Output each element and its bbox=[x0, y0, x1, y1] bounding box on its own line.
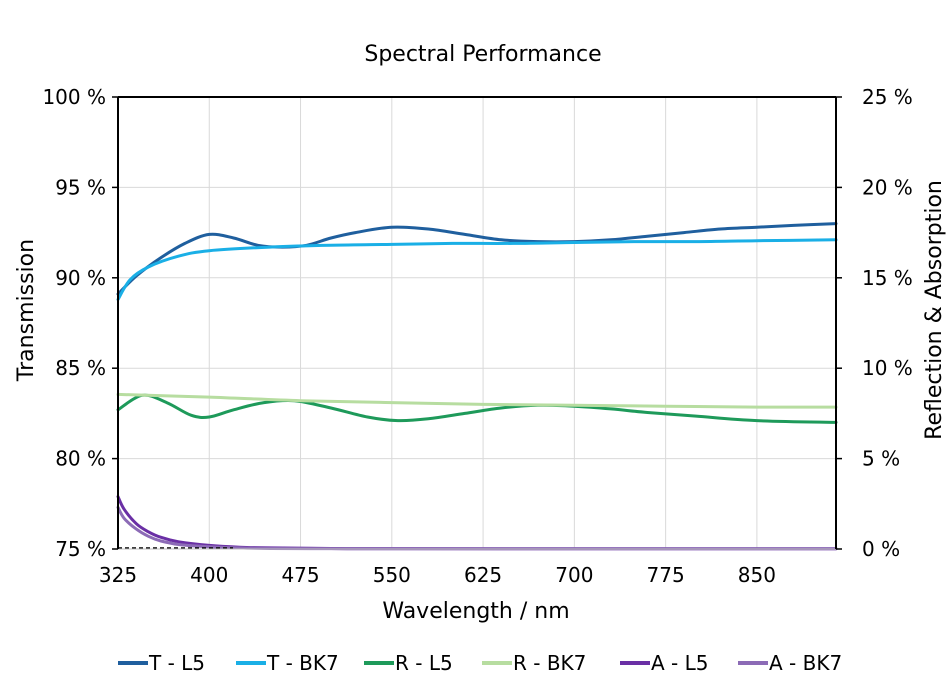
plot-frame bbox=[112, 96, 842, 550]
x-axis-label: Wavelength / nm bbox=[382, 599, 569, 624]
y-axis-label-left: Transmission bbox=[14, 239, 39, 382]
y-tick-label-right: 5 % bbox=[862, 447, 900, 471]
y-tick-label-left: 100 % bbox=[42, 85, 106, 109]
chart-title: Spectral Performance bbox=[364, 42, 601, 67]
y-tick-label-right: 0 % bbox=[862, 537, 900, 561]
x-tick-label: 625 bbox=[464, 563, 502, 587]
series-lines bbox=[116, 222, 838, 551]
x-tick-label: 400 bbox=[190, 563, 228, 587]
x-tick-label: 475 bbox=[281, 563, 319, 587]
legend-label-t-bk7: T - BK7 bbox=[266, 651, 339, 675]
x-tick-label: 775 bbox=[647, 563, 685, 587]
series-line-r-bk7 bbox=[116, 392, 838, 409]
legend-label-r-l5: R - L5 bbox=[395, 651, 453, 675]
y-axis-label-right: Reflection & Absorption bbox=[922, 180, 947, 440]
x-tick-label: 700 bbox=[555, 563, 593, 587]
x-tick-label: 325 bbox=[99, 563, 137, 587]
legend-label-r-bk7: R - BK7 bbox=[513, 651, 586, 675]
series-line-r-l5 bbox=[116, 393, 838, 424]
y-tick-label-right: 10 % bbox=[862, 356, 913, 380]
y-tick-label-right: 25 % bbox=[862, 85, 913, 109]
legend-label-a-l5: A - L5 bbox=[651, 651, 708, 675]
legend-label-t-l5: T - L5 bbox=[148, 651, 205, 675]
y-tick-label-left: 90 % bbox=[55, 266, 106, 290]
y-tick-label-left: 95 % bbox=[55, 175, 106, 199]
legend: T - L5 T - BK7 R - L5 R - BK7 A - L5 A - BK7 bbox=[118, 651, 842, 675]
y-tick-label-left: 75 % bbox=[55, 537, 106, 561]
x-tick-label: 550 bbox=[373, 563, 411, 587]
grid-lines bbox=[118, 97, 836, 549]
y-tick-label-right: 20 % bbox=[862, 175, 913, 199]
series-line-t-bk7 bbox=[116, 238, 838, 301]
y-tick-label-right: 15 % bbox=[862, 266, 913, 290]
y-tick-label-left: 80 % bbox=[55, 447, 106, 471]
tick-labels: 325 400 475 550 625 700 775 850 75 % 80 % 85 % 90 %… bbox=[42, 85, 912, 587]
legend-label-a-bk7: A - BK7 bbox=[769, 651, 842, 675]
series-line-t-l5 bbox=[116, 222, 838, 296]
y-tick-label-left: 85 % bbox=[55, 356, 106, 380]
x-tick-label: 850 bbox=[738, 563, 776, 587]
